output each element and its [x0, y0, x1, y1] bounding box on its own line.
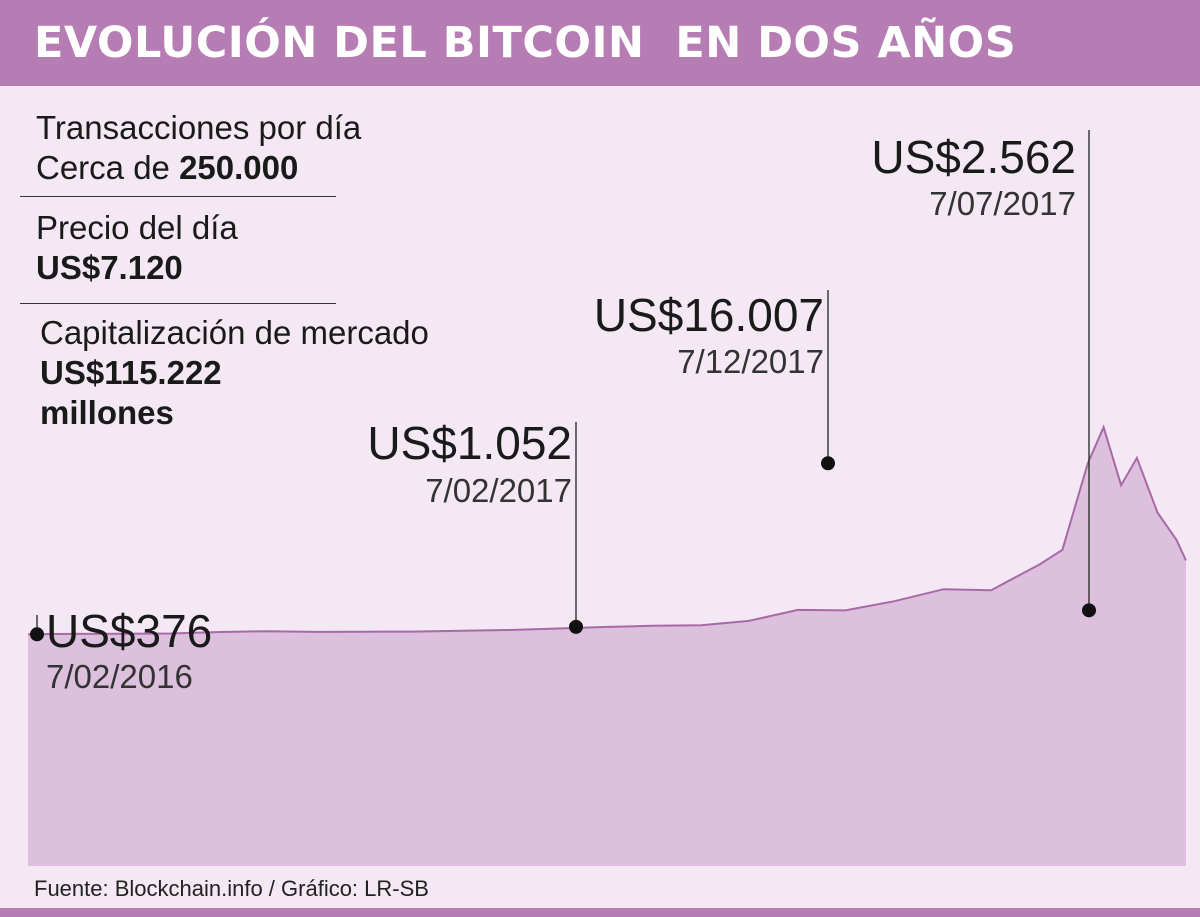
annotation-date-2562: 7/07/2017 — [929, 185, 1076, 222]
source-note: Fuente: Blockchain.info / Gráfico: LR-SB — [34, 876, 429, 901]
price-label: Precio del día — [36, 209, 238, 246]
marker-2562 — [1082, 603, 1096, 618]
price-value: US$7.120 — [36, 249, 183, 286]
bottom-bar — [0, 908, 1200, 917]
header-bar: EVOLUCIÓN DEL BITCOIN EN DOS AÑOS — [0, 0, 1200, 86]
annotation-date-16007: 7/12/2017 — [677, 343, 824, 380]
annotation-value-16007: US$16.007 — [593, 289, 824, 341]
transactions-prefix: Cerca de — [36, 149, 180, 186]
marker-1052 — [569, 619, 583, 634]
page-title: EVOLUCIÓN DEL BITCOIN EN DOS AÑOS — [34, 18, 1017, 68]
transactions-line: Cerca de 250.000 — [36, 148, 361, 188]
price-line — [27, 424, 1187, 636]
divider-2 — [20, 303, 336, 304]
marker-376 — [30, 627, 44, 642]
marker-16007 — [821, 456, 835, 471]
price-area — [28, 427, 1186, 866]
market-cap-unit: millones — [40, 394, 174, 431]
transactions-stat: Transacciones por día Cerca de 250.000 — [36, 108, 361, 188]
divider-1 — [20, 196, 336, 197]
transactions-value: 250.000 — [179, 149, 299, 186]
annotation-value-1052: US$1.052 — [367, 417, 572, 469]
market-cap-label: Capitalización de mercado — [40, 314, 429, 351]
annotation-value-2562: US$2.562 — [871, 131, 1076, 183]
market-cap-stat: Capitalización de mercado US$115.222 mil… — [40, 313, 429, 433]
annotation-value-376: US$376 — [46, 605, 213, 657]
transactions-label: Transacciones por día — [36, 109, 362, 146]
annotation-date-1052: 7/02/2017 — [425, 472, 572, 509]
annotation-date-376: 7/02/2016 — [46, 658, 193, 695]
market-cap-value: US$115.222 — [40, 354, 222, 391]
price-stat: Precio del día US$7.120 — [36, 208, 238, 288]
